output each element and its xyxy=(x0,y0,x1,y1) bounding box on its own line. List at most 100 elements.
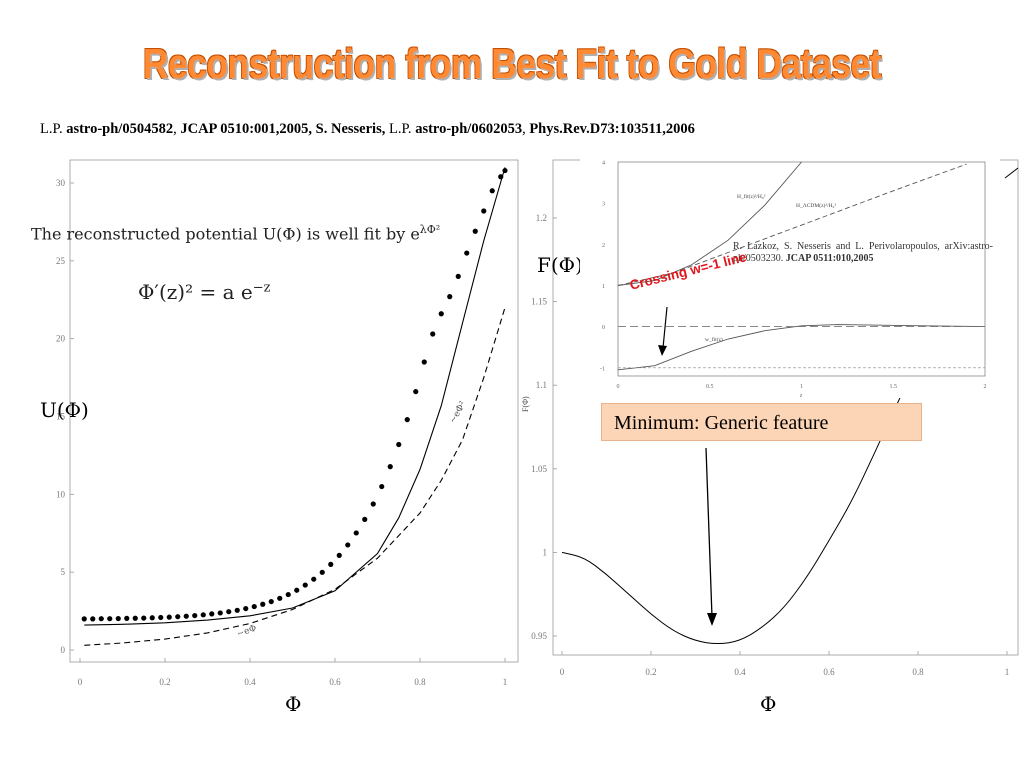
left-ytick-label: 30 xyxy=(56,178,66,188)
left-ytick-label: 10 xyxy=(56,489,66,499)
right-ytick-label: 1.05 xyxy=(531,464,547,474)
statement-text: The reconstructed potential U(Φ) is well… xyxy=(31,224,420,244)
left-ylabel: U(Φ) xyxy=(40,398,89,422)
left-data-point xyxy=(379,483,385,490)
left-data-point xyxy=(370,501,376,507)
crossing-label: Crossing w=-1 line xyxy=(628,249,748,293)
formula-text: Φ′(z)² = a e xyxy=(138,280,253,304)
left-data-point xyxy=(158,614,164,621)
left-data-point xyxy=(234,607,240,613)
left-data-point xyxy=(115,615,121,622)
inset-xtick-label: 0 xyxy=(617,384,620,390)
left-ytick-label: 0 xyxy=(61,645,66,655)
inset-ytick-label: -1 xyxy=(600,366,605,372)
left-data-point xyxy=(124,615,130,621)
crossing-arrow xyxy=(662,306,668,349)
inset-xtick-label: 0.5 xyxy=(706,384,714,390)
inset-citation-text: R. Lazkoz, S. Nesseris and L. Perivolaro… xyxy=(733,241,993,264)
left-ytick-label: 20 xyxy=(56,334,66,344)
left-data-point xyxy=(166,614,172,620)
left-data-point xyxy=(311,576,317,582)
right-xtick-label: 0 xyxy=(560,667,565,677)
left-data-point xyxy=(200,612,206,618)
left-data-point xyxy=(302,582,308,588)
right-ytick-label: 1.2 xyxy=(536,213,547,223)
left-data-point xyxy=(277,595,283,601)
curve-label-exp-phi: ~eΦ xyxy=(236,623,258,639)
citation-ref-4: Phys.Rev.D73:103511,2006 xyxy=(529,121,695,137)
right-xtick-label: 1 xyxy=(1005,667,1010,677)
curve-label-exp-phi2: ~eΦ² xyxy=(448,400,469,426)
right-ytick-label: 1 xyxy=(543,547,548,557)
left-data-point xyxy=(183,613,189,619)
left-data-point xyxy=(498,174,504,180)
right-small-ylabel: F(Φ) xyxy=(521,396,530,412)
right-ylabel: F(Φ) xyxy=(537,253,583,277)
left-data-point xyxy=(243,605,249,612)
f-phi-curve xyxy=(561,358,919,645)
citation-ref-2: JCAP 0510:001,2005, S. Nesseris, xyxy=(180,121,386,137)
left-data-point xyxy=(141,615,147,621)
right-xtick-label: 0.8 xyxy=(912,667,924,677)
citation-sep-1: , xyxy=(173,121,181,137)
inset-ytick-label: 2 xyxy=(602,243,605,249)
left-data-point xyxy=(149,615,155,621)
right-xtick-label: 0.2 xyxy=(645,667,656,677)
crossing-arrow-head xyxy=(658,345,667,356)
left-data-point xyxy=(404,417,410,423)
left-data-point xyxy=(268,598,274,605)
left-data-point xyxy=(421,359,427,365)
inset-citation: R. Lazkoz, S. Nesseris and L. Perivolaro… xyxy=(733,241,993,265)
left-data-point xyxy=(481,208,487,214)
left-xtick-label: 0 xyxy=(78,677,83,687)
left-xtick-label: 1 xyxy=(503,677,508,687)
left-xlabel: Φ xyxy=(285,692,302,716)
left-data-point xyxy=(489,188,495,194)
left-data-point xyxy=(285,591,291,598)
left-data-point xyxy=(192,612,198,619)
citation-ref-1: astro-ph/0504582 xyxy=(66,121,174,137)
left-data-point xyxy=(455,273,461,279)
right-ytick-label: 0.95 xyxy=(531,631,547,641)
statement-exponent: λΦ² xyxy=(419,223,441,236)
inset-ytick-label: 1 xyxy=(602,284,605,290)
right-xtick-label: 0.6 xyxy=(823,667,835,677)
slide-title: Reconstruction from Best Fit to Gold Dat… xyxy=(142,40,882,87)
left-data-point xyxy=(132,615,138,621)
inset-xtick-label: 1.5 xyxy=(890,384,898,390)
left-data-point xyxy=(328,561,334,567)
left-data-point xyxy=(387,464,393,470)
inset-ytick-label: 3 xyxy=(602,202,605,208)
left-data-point xyxy=(438,311,444,317)
inset-xlabel: z xyxy=(799,393,803,399)
right-ytick-label: 1.15 xyxy=(531,297,547,307)
left-data-point xyxy=(430,331,436,337)
inset-ytick-label: 4 xyxy=(602,161,605,167)
inset-citation-journal: JCAP 0511:010,2005 xyxy=(785,253,874,264)
left-data-point xyxy=(396,441,402,448)
left-ytick-label: 5 xyxy=(61,567,66,577)
left-data-point xyxy=(209,611,215,617)
left-data-point xyxy=(90,616,96,622)
potential-fit-statement: The reconstructed potential U(Φ) is well… xyxy=(31,223,440,243)
inset-xtick-label: 2 xyxy=(984,384,987,390)
left-xtick-label: 0.8 xyxy=(414,677,426,687)
right-ytick-label: 1.1 xyxy=(536,380,547,390)
right-xlabel: Φ xyxy=(760,692,777,716)
left-data-point xyxy=(226,609,232,615)
left-xtick-label: 0.6 xyxy=(329,677,341,687)
left-data-point xyxy=(217,610,223,616)
left-data-point xyxy=(98,616,104,622)
inset-label-hlcdm: H_ΛCDM(z)²/H₀² xyxy=(796,202,836,209)
left-data-point xyxy=(107,616,113,622)
right-curve-fragment xyxy=(1004,167,1019,179)
left-xtick-label: 0.4 xyxy=(244,677,256,687)
minimum-arrow xyxy=(705,447,713,618)
left-data-point xyxy=(472,228,478,234)
citation-line: L.P. astro-ph/0504582, JCAP 0510:001,200… xyxy=(40,121,1000,138)
left-data-point xyxy=(175,614,181,620)
left-data-point xyxy=(413,388,419,395)
